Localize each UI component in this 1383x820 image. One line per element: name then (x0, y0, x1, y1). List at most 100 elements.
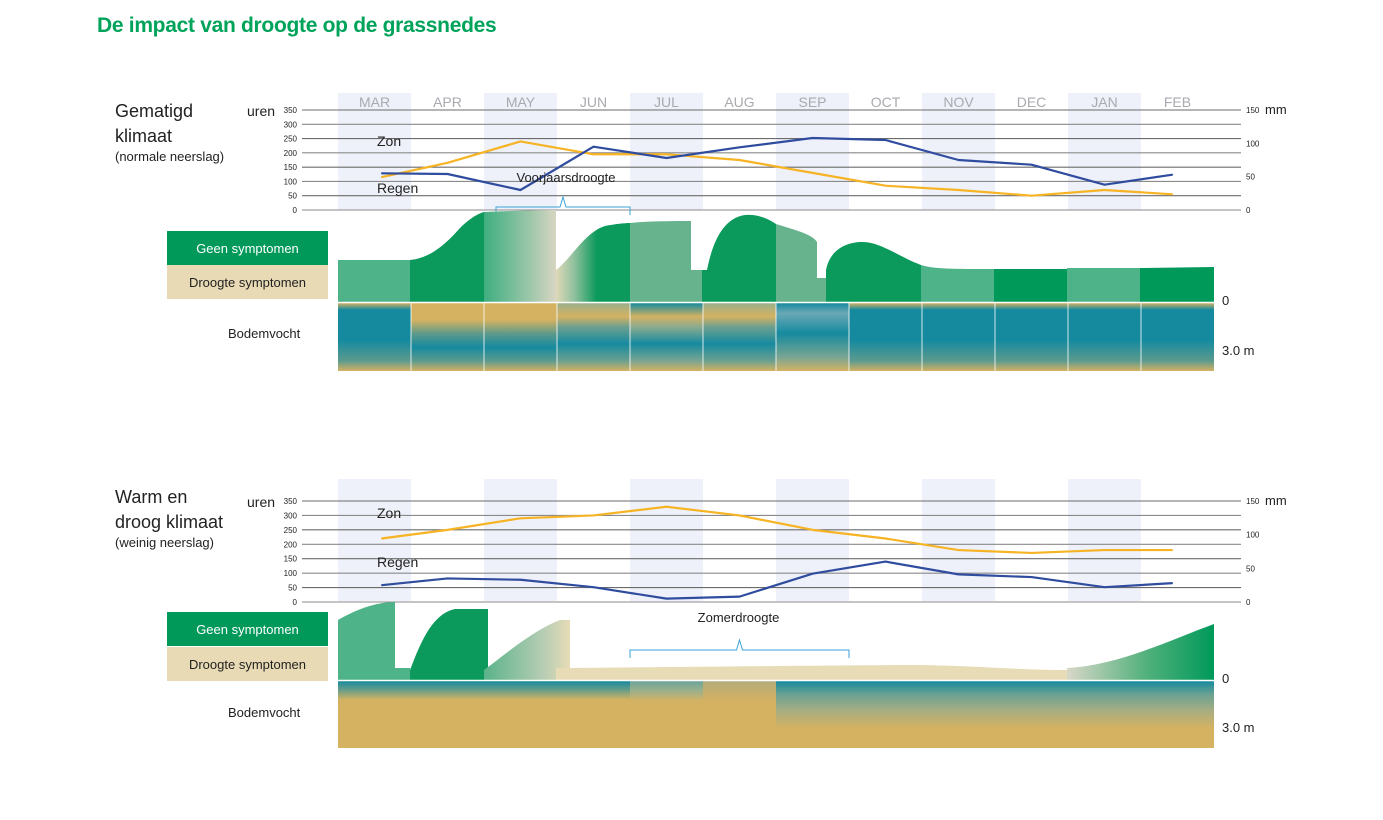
month-label-oct: OCT (871, 94, 901, 110)
data-point-regen (1171, 174, 1174, 176)
month-label-sep: SEP (798, 94, 826, 110)
y-left-label: uren (247, 103, 275, 119)
soil-cell-mar (338, 681, 411, 748)
soil-cell-jan (1068, 303, 1141, 371)
y-right-tick: 100 (1246, 139, 1260, 148)
data-point-regen (811, 137, 814, 139)
grass-area-may (484, 620, 570, 680)
soil-cell-sep (776, 681, 849, 748)
series-line-zon (381, 140, 1173, 197)
y-left-tick: 300 (284, 511, 298, 520)
panel-2-grass-areas (338, 602, 1214, 680)
panel-2-soil-label: Bodemvocht (228, 705, 301, 720)
panel-1-grass-areas (338, 210, 1214, 302)
panel-2-title: Warm en droog klimaat (115, 485, 223, 535)
month-band (484, 93, 557, 210)
grass-area-may (484, 210, 556, 302)
y-right-tick: 100 (1246, 531, 1260, 540)
soil-depth-bottom: 3.0 m (1222, 343, 1255, 358)
data-point-zon (592, 514, 595, 517)
panel-2-soil-moisture (338, 679, 1214, 748)
soil-depth-bottom: 3.0 m (1222, 720, 1255, 735)
soil-cell-jul (630, 303, 703, 371)
grass-area-winter (1067, 624, 1214, 680)
grass-area-aug (702, 214, 776, 302)
month-band (338, 479, 411, 601)
panel-2-subtitle: (weinig neerslag) (115, 535, 214, 550)
soil-cell-sep (776, 303, 849, 371)
y-left-tick: 300 (284, 120, 298, 129)
data-point-zon (957, 189, 960, 191)
data-point-regen (380, 584, 383, 586)
data-point-regen (519, 579, 522, 581)
grass-area-summer (556, 665, 1067, 680)
data-point-zon (811, 529, 814, 531)
y-right-tick: 0 (1246, 206, 1251, 215)
data-point-regen (446, 173, 449, 175)
series-line-zon (381, 505, 1173, 555)
panel-1-soil-moisture (338, 301, 1214, 371)
month-band (776, 93, 849, 210)
grass-area-apr (410, 609, 488, 680)
data-point-zon (1171, 549, 1174, 551)
data-point-zon (446, 162, 449, 164)
soil-cell-nov (922, 681, 995, 748)
data-point-regen (884, 561, 887, 563)
soil-cell-nov (922, 303, 995, 371)
panel-1-chart: MAR APR MAY JUN JUL AUG SEP OCT NOV DEC JAN FEB 350 3… (247, 93, 1287, 358)
soil-cell-dec (995, 303, 1068, 371)
data-point-zon (519, 517, 522, 519)
month-label-jul: JUL (654, 94, 679, 110)
data-point-zon (665, 506, 668, 508)
data-point-regen (665, 598, 668, 600)
month-label-jun: JUN (580, 94, 607, 110)
y-right-tick: 50 (1246, 173, 1255, 182)
data-point-zon (592, 153, 595, 155)
y-right-tick: 0 (1246, 598, 1251, 607)
grass-area-feb (1140, 267, 1214, 302)
soil-cell-may (484, 303, 557, 371)
drought-label: Zomerdroogte (698, 610, 780, 625)
data-point-zon (446, 529, 449, 531)
soil-cell-dec (995, 681, 1068, 748)
soil-depth-top: 0 (1222, 293, 1229, 308)
month-band (338, 93, 411, 210)
y-left-tick: 0 (293, 206, 298, 215)
soil-depth-top: 0 (1222, 671, 1229, 686)
soil-cell-aug (703, 303, 776, 371)
panel-1-soil-label: Bodemvocht (228, 326, 301, 341)
panel-1-legend-drought-symptoms: Droogte symptomen (167, 265, 328, 299)
soil-cell-oct (849, 681, 922, 748)
soil-cell-aug (703, 681, 776, 748)
y-right-tick: 50 (1246, 564, 1255, 573)
data-point-regen (665, 157, 668, 159)
data-point-zon (1030, 552, 1033, 554)
data-point-regen (1103, 586, 1106, 588)
data-point-zon (957, 549, 960, 551)
month-band (630, 479, 703, 601)
month-label-dec: DEC (1017, 94, 1047, 110)
panel-1-legend-no-symptoms: Geen symptomen (167, 231, 328, 265)
data-point-regen (446, 577, 449, 580)
page-title: De impact van droogte op de grassnedes (97, 14, 497, 37)
y-left-tick: 150 (284, 163, 298, 172)
data-point-zon (738, 514, 741, 517)
data-point-regen (1030, 576, 1033, 578)
soil-cell-jun (557, 681, 630, 748)
y-right-label: mm (1265, 493, 1287, 508)
drought-brace (495, 195, 631, 215)
y-left-tick: 150 (284, 555, 298, 564)
panel-1-title-line-1: Gematigd (115, 101, 194, 121)
soil-cell-oct (849, 303, 922, 371)
data-point-regen (380, 172, 383, 174)
series-line-regen (381, 136, 1173, 192)
panel-1-title-line-2: klimaat (115, 126, 173, 146)
y-right-tick: 150 (1246, 497, 1260, 506)
y-left-tick: 350 (284, 106, 298, 115)
month-band (1068, 479, 1141, 601)
data-point-regen (957, 159, 960, 161)
month-label-apr: APR (433, 94, 462, 110)
y-left-tick: 250 (284, 526, 298, 535)
grass-area-oct (826, 241, 921, 302)
month-band (922, 479, 995, 601)
